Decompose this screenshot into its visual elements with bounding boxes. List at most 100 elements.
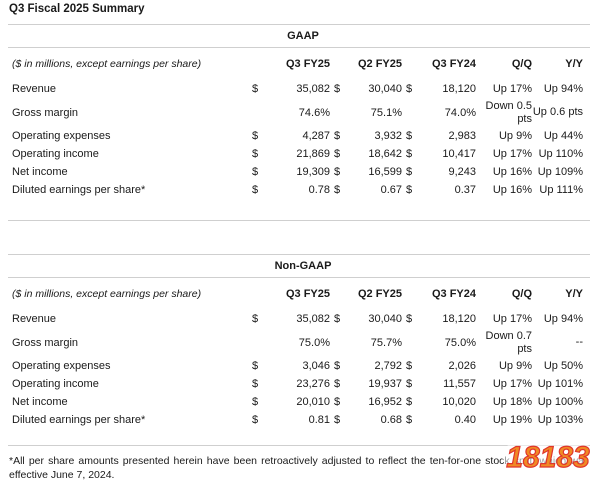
cell-q2fy25: 30,040 [368,83,402,95]
cell-qq: Up 19% [492,413,532,426]
gaap-section-heading: GAAP [8,25,590,48]
table-row: Gross margin 75.0% 75.7% 75.0% Down 0.7 pts -… [8,328,590,357]
cell-q3fy24: 10,020 [442,396,476,408]
cell-q2fy25: 30,040 [368,313,402,325]
table-row: Revenue $35,082 $30,040 $18,120 Up 17% Up 94% [8,310,590,328]
dollar-sign [248,328,262,357]
dollar-sign: $ [334,414,341,426]
cell-q3fy25: 35,082 [296,313,330,325]
cell-yy: Up 103% [537,413,583,426]
cell-qq: Down 0.5 pts [485,99,532,125]
row-label: Diluted earnings per share* [12,414,146,426]
cell-yy: Up 0.6 pts [532,106,583,118]
dollar-sign: $ [334,148,341,160]
dollar-sign: $ [252,414,259,426]
dollar-sign: $ [334,130,341,142]
dollar-sign: $ [252,378,259,390]
table-row: Operating income $21,869 $18,642 $10,417 Up … [8,145,590,163]
cell-q2fy25: 75.7% [370,336,402,349]
row-label: Net income [12,396,68,408]
column-yy: Y/Y [565,57,583,70]
cell-q2fy25: 18,642 [368,148,402,160]
dollar-sign: $ [334,378,341,390]
svg-text:18183: 18183 [506,441,590,474]
cell-q3fy25: 21,869 [296,148,330,160]
column-q3fy24: Q3 FY24 [431,58,476,70]
cell-q3fy25: 20,010 [296,396,330,408]
gaap-table-panel: GAAP ($ in millions, except earnings per… [8,24,590,221]
table-row: Gross margin 74.6% 75.1% 74.0% Down 0.5 pts U… [8,98,590,127]
dollar-sign: $ [406,396,413,408]
gaap-table: ($ in millions, except earnings per shar… [8,48,590,199]
cell-qq: Up 17% [492,377,532,390]
dollar-sign: $ [252,148,259,160]
cell-yy: Up 50% [543,359,583,372]
dollar-sign: $ [406,166,413,178]
cell-q3fy25: 0.81 [308,414,330,426]
page-title: Q3 Fiscal 2025 Summary [9,3,145,15]
dollar-sign [248,98,262,127]
row-label: Revenue [12,313,57,325]
table-row: Operating expenses $3,046 $2,792 $2,026 Up 9… [8,357,590,375]
cell-qq: Up 9% [498,359,532,372]
cell-q2fy25: 19,937 [368,378,402,390]
row-label: Operating expenses [12,360,111,372]
cell-q3fy24: 18,120 [442,83,476,95]
cell-q3fy25: 0.78 [308,184,330,196]
gaap-column-header-row: ($ in millions, except earnings per shar… [8,48,590,80]
dollar-sign: $ [334,166,341,178]
nongaap-column-header-row: ($ in millions, except earnings per shar… [8,278,590,310]
row-label: Operating income [12,148,99,160]
nongaap-section-heading: Non-GAAP [8,255,590,278]
cell-q3fy25: 3,046 [302,360,330,372]
cell-q3fy24: 0.40 [454,414,476,426]
dollar-sign: $ [252,184,259,196]
cell-qq: Up 16% [492,183,532,196]
dollar-sign: $ [334,184,341,196]
cell-q2fy25: 3,932 [374,130,402,142]
dollar-sign: $ [252,130,259,142]
column-q2fy25: Q2 FY25 [357,288,402,300]
table-row: Diluted earnings per share* $0.81 $0.68 $0.… [8,411,590,429]
dollar-sign: $ [334,360,341,372]
cell-q3fy25: 19,309 [296,166,330,178]
cell-q3fy24: 11,557 [443,378,476,390]
cell-yy: Up 94% [543,82,583,95]
row-label: Revenue [12,83,57,95]
dollar-sign: $ [252,166,259,178]
cell-q3fy24: 10,417 [442,148,476,160]
cell-q3fy24: 18,120 [442,313,476,325]
column-desc: ($ in millions, except earnings per shar… [12,287,202,300]
column-desc: ($ in millions, except earnings per shar… [12,57,202,70]
column-qq: Q/Q [511,287,532,300]
dollar-sign: $ [406,360,413,372]
table-row: Operating income $23,276 $19,937 $11,557 Up … [8,375,590,393]
footnote: *All per share amounts presented herein … [9,455,589,481]
cell-qq: Up 16% [492,165,532,178]
cell-q3fy24: 2,983 [448,130,476,142]
dollar-sign [330,328,344,357]
column-yy: Y/Y [565,287,583,300]
nongaap-table: ($ in millions, except earnings per shar… [8,278,590,429]
dollar-sign: $ [252,83,259,95]
column-q3fy25: Q3 FY25 [285,288,330,300]
cell-yy: Up 44% [543,129,583,142]
row-label: Gross margin [12,106,79,119]
cell-qq: Down 0.7 pts [485,329,532,355]
dollar-sign: $ [406,184,413,196]
row-label: Operating income [12,378,99,390]
cell-q3fy25: 35,082 [296,83,330,95]
row-label: Diluted earnings per share* [12,184,146,196]
table-row: Operating expenses $4,287 $3,932 $2,983 Up 9… [8,127,590,145]
cell-yy: Up 94% [543,312,583,325]
cell-yy: Up 109% [537,165,583,178]
table-row: Net income $20,010 $16,952 $10,020 Up 18% Up … [8,393,590,411]
dollar-sign [402,98,416,127]
dollar-sign: $ [252,396,259,408]
dollar-sign: $ [334,83,341,95]
table-row: Revenue $35,082 $30,040 $18,120 Up 17% Up 94% [8,80,590,98]
cell-yy: Up 110% [538,147,583,160]
dollar-sign: $ [406,313,413,325]
site-watermark-logo: 18183 [502,434,594,478]
dollar-sign: $ [252,360,259,372]
